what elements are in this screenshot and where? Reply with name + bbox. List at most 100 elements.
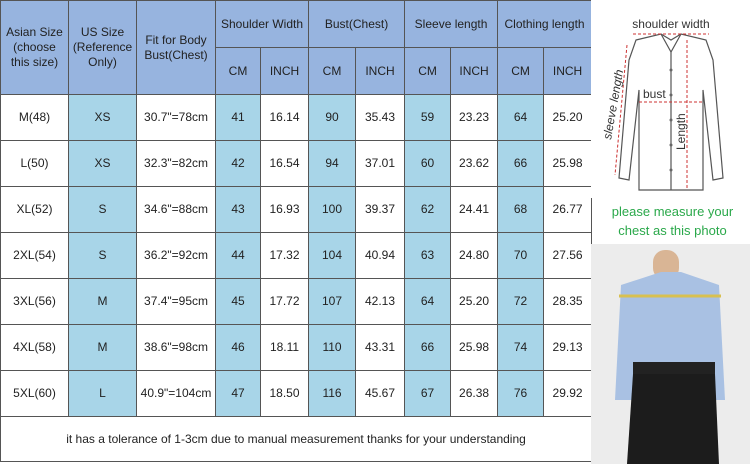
table-cell: 16.14 — [259, 94, 310, 141]
table-cell: 40.94 — [355, 232, 406, 279]
side-panel: shoulder width bust sleeve length Length… — [591, 0, 750, 464]
table-cell: 37.4"=95cm — [136, 278, 216, 325]
table-cell: 18.11 — [259, 324, 310, 371]
table-row: Asian Size (choose this size) US Size (Re… — [0, 0, 593, 95]
instruction: please measure your chest as this photo — [611, 204, 734, 238]
table-cell: 24.41 — [450, 186, 499, 233]
table-cell: 67 — [404, 370, 452, 417]
table-cell: 36.2"=92cm — [136, 232, 216, 279]
table-cell: 23.62 — [450, 140, 499, 187]
table-cell: 41 — [215, 94, 261, 141]
table-cell: 25.20 — [543, 94, 593, 141]
table-cell: 116 — [308, 370, 357, 417]
table-cell: INCH — [543, 47, 593, 95]
table-cell: INCH — [355, 47, 406, 95]
table-cell: XS — [68, 94, 137, 141]
table-cell: M — [68, 278, 137, 325]
table-cell: 32.3"=82cm — [136, 140, 216, 187]
table-cell: 17.72 — [259, 278, 310, 325]
table-row: XL(52) S 34.6"=88cm 43 16.93 100 39.37 62 24.41 6… — [0, 186, 593, 233]
table-cell: L — [68, 370, 137, 417]
table-cell: 47 — [215, 370, 261, 417]
table-cell: S — [68, 186, 137, 233]
table-cell: 2XL(54) — [0, 232, 69, 279]
table-cell: 39.37 — [355, 186, 406, 233]
table-cell: 94 — [308, 140, 357, 187]
table-cell: 25.98 — [450, 324, 499, 371]
table-row: CM INCH CM INCH CM INCH CM INCH — [1, 47, 593, 95]
table-cell: 64 — [404, 278, 452, 325]
table-cell: 35.43 — [355, 94, 406, 141]
table-row: 5XL(60) L 40.9"=104cm 47 18.50 116 45.67 67 26.3… — [0, 370, 593, 417]
table-cell: 26.77 — [543, 186, 593, 233]
table-cell: M — [68, 324, 137, 371]
table-cell: 62 — [404, 186, 452, 233]
table-cell: 64 — [497, 94, 545, 141]
table-cell: 3XL(56) — [0, 278, 69, 325]
table-cell: 63 — [404, 232, 452, 279]
table-cell: Shoulder Width — [214, 0, 310, 48]
table-cell: CM — [308, 47, 357, 95]
table-cell: 29.92 — [543, 370, 593, 417]
table-cell: 44 — [215, 232, 261, 279]
table-cell: 42 — [215, 140, 261, 187]
table-cell: 26.38 — [450, 370, 499, 417]
table-cell: 4XL(58) — [0, 324, 69, 371]
table-row: 4XL(58) M 38.6"=98cm 46 18.11 110 43.31 66 25.98… — [0, 324, 593, 371]
table-cell: 45.67 — [355, 370, 406, 417]
size-table: Asian Size (choose this size) US Size (Re… — [0, 0, 593, 462]
table-cell: INCH — [450, 47, 499, 95]
table-cell: 27.56 — [543, 232, 593, 279]
table-cell: 60 — [404, 140, 452, 187]
table-cell: Fit for Body Bust(Chest) — [136, 0, 216, 95]
table-row: it has a tolerance of 1-3cm due to manua… — [0, 416, 593, 462]
table-cell: 66 — [497, 140, 545, 187]
table-cell: Bust(Chest) — [308, 0, 406, 48]
table-cell: 110 — [308, 324, 357, 371]
table-cell: CM — [215, 47, 261, 95]
table-cell: 29.13 — [543, 324, 593, 371]
shoulder-width-label: shoulder width — [632, 17, 709, 31]
table-cell: 16.54 — [259, 140, 310, 187]
table-cell: 24.80 — [450, 232, 499, 279]
table-cell: INCH — [259, 47, 310, 95]
table-cell: CM — [404, 47, 452, 95]
table-row: 3XL(56) M 37.4"=95cm 45 17.72 107 42.13 64 25.20… — [0, 278, 593, 325]
table-row: 2XL(54) S 36.2"=92cm 44 17.32 104 40.94 63 24.80… — [0, 232, 593, 279]
table-cell: S — [68, 232, 137, 279]
table-cell: 59 — [404, 94, 452, 141]
table-cell: 100 — [308, 186, 357, 233]
table-row: L(50) XS 32.3"=82cm 42 16.54 94 37.01 60 23.62 66… — [0, 140, 593, 187]
table-cell: CM — [497, 47, 545, 95]
table-cell: 43.31 — [355, 324, 406, 371]
table-cell: 45 — [215, 278, 261, 325]
table-cell: 30.7"=78cm — [136, 94, 216, 141]
table-cell: 23.23 — [450, 94, 499, 141]
table-cell: 17.32 — [259, 232, 310, 279]
table-cell: 18.50 — [259, 370, 310, 417]
table-cell: L(50) — [0, 140, 69, 187]
table-cell: 46 — [215, 324, 261, 371]
table-cell: 25.98 — [543, 140, 593, 187]
table-row: M(48) XS 30.7"=78cm 41 16.14 90 35.43 59 23.23 64… — [0, 94, 593, 141]
table-cell: 76 — [497, 370, 545, 417]
table-cell: 43 — [215, 186, 261, 233]
table-cell: 42.13 — [355, 278, 406, 325]
table-cell: 104 — [308, 232, 357, 279]
table-cell: Clothing length — [497, 0, 593, 48]
table-cell: 40.9"=104cm — [136, 370, 216, 417]
table-cell: XL(52) — [0, 186, 69, 233]
length-label: Length — [674, 113, 688, 150]
table-cell: 5XL(60) — [0, 370, 69, 417]
table-cell: 66 — [404, 324, 452, 371]
table-cell: US Size (Reference Only) — [68, 0, 137, 95]
table-cell: 72 — [497, 278, 545, 325]
table-cell: 34.6"=88cm — [136, 186, 216, 233]
table-cell: 25.20 — [450, 278, 499, 325]
table-cell: M(48) — [0, 94, 69, 141]
table-cell: 107 — [308, 278, 357, 325]
table-cell: Asian Size (choose this size) — [0, 0, 69, 95]
bust-label: bust — [643, 87, 666, 101]
table-cell: 68 — [497, 186, 545, 233]
